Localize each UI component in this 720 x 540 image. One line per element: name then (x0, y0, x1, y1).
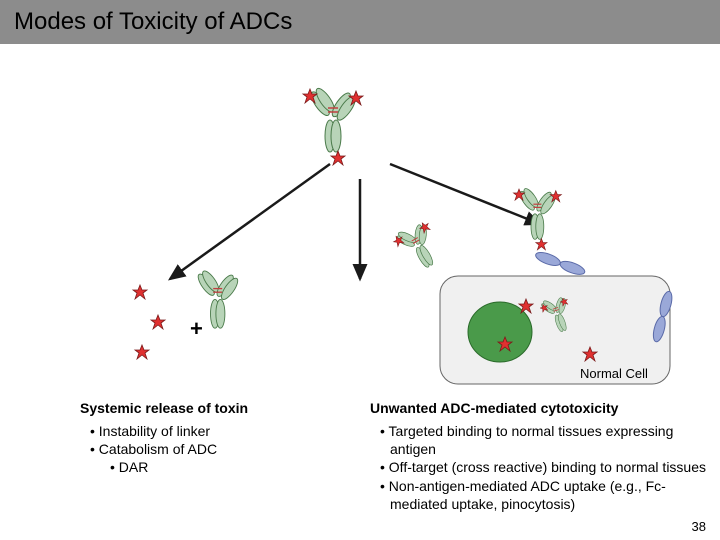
left-bullet-1: • Catabolism of ADC (90, 440, 360, 458)
right-bullet-2: • Non-antigen-mediated ADC uptake (e.g.,… (380, 477, 710, 513)
right-bullet-1: • Off-target (cross reactive) binding to… (380, 458, 710, 476)
right-bullet-0: • Targeted binding to normal tissues exp… (380, 422, 710, 458)
left-subbullet-0: • DAR (110, 458, 360, 476)
right-text-block: Unwanted ADC-mediated cytotoxicity • Tar… (370, 400, 710, 513)
arrows-group (170, 164, 540, 279)
left-text-block: Systemic release of toxin • Instability … (80, 400, 360, 477)
right-heading: Unwanted ADC-mediated cytotoxicity (370, 400, 710, 416)
slide-number: 38 (692, 519, 706, 534)
left-heading: Systemic release of toxin (80, 400, 360, 416)
diagram-svg (0, 44, 720, 404)
left-bullet-0: • Instability of linker (90, 422, 360, 440)
plus-sign: + (190, 316, 203, 342)
normal-cell-label: Normal Cell (580, 366, 648, 381)
diagram-area: + Normal Cell (0, 44, 720, 384)
title-bar: Modes of Toxicity of ADCs (0, 0, 720, 44)
slide-title: Modes of Toxicity of ADCs (14, 8, 292, 35)
